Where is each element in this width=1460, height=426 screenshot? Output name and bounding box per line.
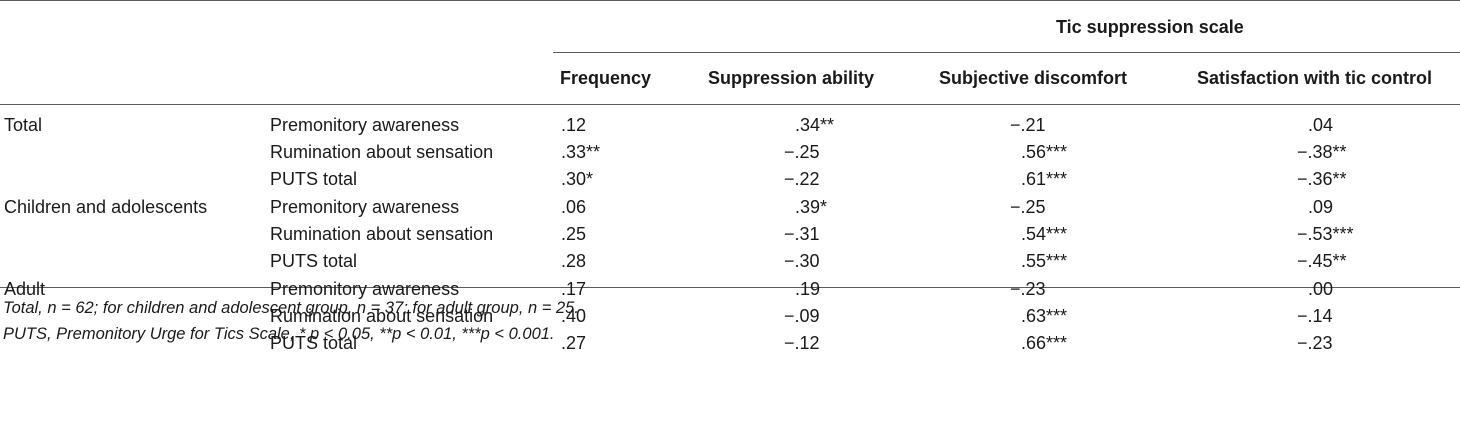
table-cell: −.53***: [1297, 224, 1354, 244]
table-cell: −.23: [1010, 279, 1046, 299]
table-cell: .39*: [795, 197, 828, 217]
row-measure-label: Premonitory awareness: [270, 115, 460, 135]
row-measure-label: PUTS total: [270, 169, 358, 189]
table-cell: .12: [561, 115, 587, 135]
row-measure-label: PUTS total: [270, 251, 358, 271]
table-cell: .25: [561, 224, 587, 244]
table-cell: −.09: [784, 306, 820, 326]
table-cell: .56***: [1021, 142, 1068, 162]
row-measure-label: Premonitory awareness: [270, 279, 460, 299]
table-cell: −.31: [784, 224, 820, 244]
table-cell: .09: [1308, 197, 1334, 217]
table-cell: −.30: [784, 251, 820, 271]
row-measure-label: Rumination about sensation: [270, 224, 494, 244]
table-cell: −.38**: [1297, 142, 1347, 162]
table-cell: .40: [561, 306, 587, 326]
column-header-suppression-ability: Suppression ability: [708, 68, 875, 88]
table-cell: .34**: [795, 115, 835, 135]
table-bottom-rule: [0, 287, 1460, 288]
column-header-subjective-discomfort: Subjective discomfort: [939, 68, 1128, 88]
column-header-rule: [0, 104, 1460, 105]
table-cell: −.45**: [1297, 251, 1347, 271]
table-cell: .63***: [1021, 306, 1068, 326]
table-cell: .17: [561, 279, 587, 299]
table-cell: .28: [561, 251, 587, 271]
column-header-frequency: Frequency: [560, 68, 652, 88]
spanning-header-rule: [553, 52, 1460, 53]
table-cell: .30*: [561, 169, 594, 189]
spanning-header: Tic suppression scale: [1056, 17, 1244, 37]
row-measure-label: PUTS total: [270, 333, 358, 353]
row-measure-label: Rumination about sensation: [270, 142, 494, 162]
table-cell: .66***: [1021, 333, 1068, 353]
table-cell: −.12: [784, 333, 820, 353]
table-cell: −.14: [1297, 306, 1333, 326]
row-measure-label: Premonitory awareness: [270, 197, 460, 217]
table-cell: .04: [1308, 115, 1334, 135]
table-cell: −.36**: [1297, 169, 1347, 189]
table-cell: −.23: [1297, 333, 1333, 353]
table-cell: .19: [795, 279, 821, 299]
table-cell: .06: [561, 197, 587, 217]
group-label: Children and adolescents: [4, 197, 208, 217]
table-cell: .55***: [1021, 251, 1068, 271]
column-header-satisfaction: Satisfaction with tic control: [1197, 68, 1433, 88]
group-label: Adult: [4, 279, 46, 299]
table-cell: .33**: [561, 142, 601, 162]
footnote-sample-sizes: Total, n = 62; for children and adolesce…: [3, 299, 579, 317]
footnote-abbreviations: PUTS, Premonitory Urge for Tics Scale, *…: [3, 325, 555, 343]
table-cell: .54***: [1021, 224, 1068, 244]
table-top-rule: [0, 0, 1460, 1]
table-cell: .00: [1308, 279, 1334, 299]
row-measure-label: Rumination about sensation: [270, 306, 494, 326]
table-cell: −.25: [784, 142, 820, 162]
table-cell: −.22: [784, 169, 820, 189]
group-label: Total: [4, 115, 43, 135]
table-cell: −.25: [1010, 197, 1046, 217]
table-cell: −.21: [1010, 115, 1046, 135]
table-cell: .27: [561, 333, 587, 353]
table-cell: .61***: [1021, 169, 1068, 189]
